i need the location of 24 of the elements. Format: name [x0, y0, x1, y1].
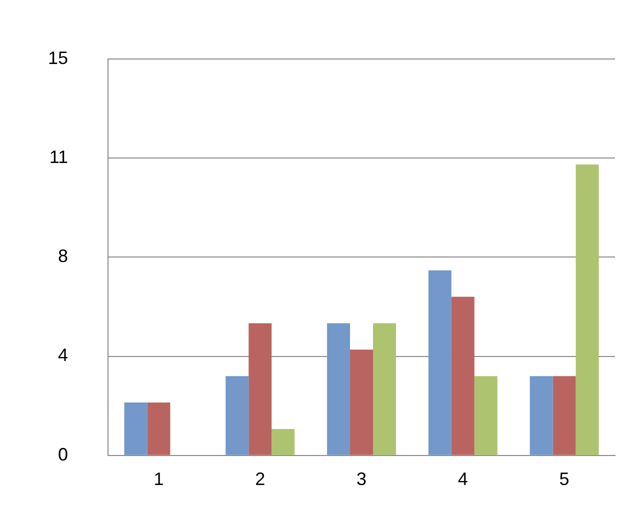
bar: [272, 428, 295, 455]
bar: [373, 323, 396, 455]
x-tick-label: 4: [458, 469, 468, 490]
y-tick-label: 4: [58, 345, 68, 366]
bar: [474, 376, 498, 455]
bar: [350, 350, 374, 455]
bar: [576, 164, 599, 455]
y-tick-label: 8: [58, 246, 68, 266]
x-tick-label: 3: [356, 469, 367, 490]
bar: [552, 376, 576, 455]
x-tick-label: 2: [255, 469, 266, 490]
y-tick-label: 0: [58, 444, 68, 464]
bar: [428, 270, 452, 455]
bar: [248, 323, 272, 455]
bar: [147, 402, 170, 455]
bar: [530, 376, 553, 455]
bar: [226, 376, 249, 455]
y-tick-label: 15: [48, 48, 68, 68]
y-tick-label: 11: [49, 146, 68, 167]
x-tick-label: 5: [559, 469, 570, 490]
bar: [124, 402, 148, 455]
bar: [327, 323, 350, 455]
bar: [451, 296, 474, 455]
x-tick-label: 1: [154, 469, 164, 490]
